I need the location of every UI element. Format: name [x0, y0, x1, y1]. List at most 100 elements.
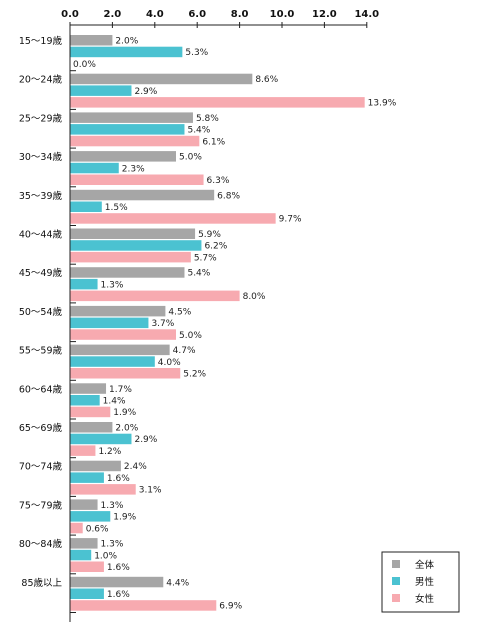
category-label: 45～49歳 — [19, 267, 63, 279]
legend-swatch — [392, 560, 400, 568]
x-tick-label: 4.0 — [146, 9, 164, 20]
value-label: 4.4% — [166, 578, 189, 588]
value-label: 5.3% — [185, 48, 208, 58]
value-label: 2.9% — [134, 435, 157, 445]
bar — [70, 97, 365, 108]
value-label: 1.4% — [103, 397, 126, 407]
bar — [70, 151, 176, 162]
value-label: 6.1% — [202, 137, 225, 147]
category-label: 55～59歳 — [19, 345, 63, 357]
bar — [70, 251, 191, 263]
category-labels: 15～19歳 20～24歳 25～29歳 30～34歳 35～39歳 40～44歳 45～4… — [19, 35, 63, 589]
category-label: 65～69歳 — [19, 422, 63, 434]
value-label: 5.0% — [179, 331, 202, 341]
value-label: 1.0% — [94, 551, 117, 561]
category-label: 70～74歳 — [19, 461, 63, 473]
x-tick-label: 0.0 — [61, 9, 79, 20]
value-label: 3.7% — [151, 319, 174, 329]
category-label: 60～64歳 — [19, 383, 63, 395]
value-label: 6.9% — [219, 602, 242, 612]
bar — [70, 135, 200, 147]
bar — [70, 35, 113, 46]
value-label: 6.8% — [217, 191, 240, 201]
bar — [70, 267, 185, 278]
value-label: 2.3% — [122, 164, 145, 174]
value-label: 0.0% — [73, 60, 96, 70]
value-label: 1.9% — [113, 513, 136, 523]
value-label: 6.2% — [204, 242, 227, 252]
category-label: 40～44歳 — [19, 228, 63, 240]
y-axis — [69, 25, 76, 622]
category-label: 75～79歳 — [19, 499, 63, 511]
bar — [70, 228, 196, 239]
value-label: 13.9% — [368, 99, 397, 109]
bar — [70, 422, 113, 433]
value-label: 5.9% — [198, 230, 221, 240]
category-label: 25～29歳 — [19, 112, 63, 124]
bar — [70, 576, 164, 588]
bar — [70, 213, 276, 224]
bar — [70, 460, 121, 472]
bar — [70, 85, 132, 96]
bars: 2.0%5.3%0.0%8.6%2.9%13.9%5.8%5.4%6.1%5.0… — [70, 35, 397, 612]
bar — [70, 240, 202, 251]
bar — [70, 278, 98, 290]
value-label: 1.7% — [109, 385, 132, 395]
x-tick-label: 2.0 — [104, 9, 122, 20]
category-label: 15～19歳 — [19, 35, 63, 47]
value-label: 5.7% — [194, 253, 217, 263]
value-label: 5.4% — [187, 126, 210, 136]
x-tick-label: 12.0 — [312, 9, 337, 20]
bar — [70, 344, 170, 356]
value-label: 1.6% — [107, 590, 130, 600]
value-label: 2.4% — [124, 462, 147, 472]
bar — [70, 290, 240, 302]
x-tick-label: 14.0 — [354, 9, 379, 20]
bar — [70, 112, 193, 123]
value-label: 4.7% — [173, 346, 196, 356]
value-label: 1.9% — [113, 408, 136, 418]
bar — [70, 189, 215, 201]
value-label: 1.2% — [98, 447, 121, 457]
bar — [70, 124, 185, 135]
value-label: 2.9% — [134, 87, 157, 97]
value-label: 1.5% — [105, 203, 128, 213]
legend-swatch — [392, 577, 400, 585]
bar — [70, 305, 166, 317]
category-label: 20～24歳 — [19, 74, 63, 86]
bar — [70, 383, 107, 394]
category-label: 80～84歳 — [19, 538, 63, 550]
bar — [70, 472, 104, 483]
bar — [70, 46, 183, 58]
value-label: 8.6% — [255, 75, 278, 85]
bar — [70, 522, 83, 534]
value-label: 5.2% — [183, 370, 206, 380]
bar — [70, 162, 119, 174]
bar — [70, 174, 204, 185]
bar — [70, 549, 92, 561]
category-label: 35～39歳 — [19, 190, 63, 202]
bar — [70, 395, 100, 406]
value-label: 3.1% — [139, 486, 162, 496]
bar — [70, 561, 104, 572]
bar — [70, 538, 98, 549]
value-label: 5.0% — [179, 153, 202, 163]
category-label: 85歳以上 — [21, 577, 62, 589]
legend-swatch — [392, 594, 400, 602]
value-label: 2.0% — [115, 37, 138, 47]
bar — [70, 600, 217, 611]
bar — [70, 356, 155, 367]
bar — [70, 406, 111, 418]
value-label: 1.6% — [107, 563, 130, 573]
value-label: 4.5% — [168, 307, 191, 317]
x-tick-label: 10.0 — [270, 9, 295, 20]
legend-label: 全体 — [415, 559, 435, 571]
value-label: 4.0% — [158, 358, 181, 368]
value-label: 1.3% — [101, 280, 124, 290]
value-label: 1.6% — [107, 474, 130, 484]
bar — [70, 588, 104, 599]
bar — [70, 484, 136, 495]
legend-label: 女性 — [415, 593, 435, 605]
